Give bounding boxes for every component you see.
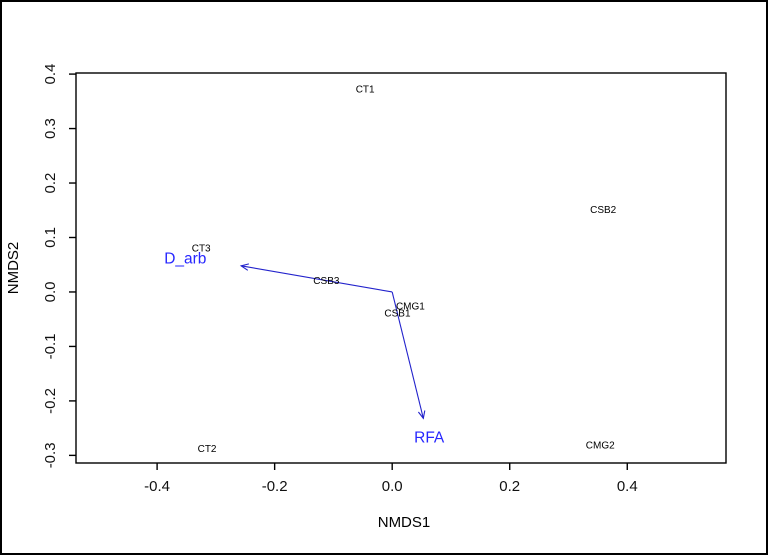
vector-arrow-RFA [391,291,424,419]
vector-arrowhead-RFA [417,410,426,420]
y-tick-label: 0.1 [42,227,59,248]
x-tick-label: -0.4 [144,478,170,495]
x-tick-label: 0.4 [617,478,638,495]
site-label-CSB2: CSB2 [590,205,617,216]
site-label-CMG2: CMG2 [586,441,615,452]
site-label-CSB1: CSB1 [384,309,411,320]
x-tick-label: -0.2 [262,478,288,495]
y-tick-label: 0.0 [42,282,59,303]
x-tick-label: 0.0 [382,478,403,495]
x-axis-title: NMDS1 [378,514,431,531]
vector-arrowhead-D_arb [239,263,250,271]
y-tick-label: 0.2 [42,173,59,194]
y-tick-label: -0.3 [42,442,59,468]
site-label-CMG1: CMG1 [396,302,425,313]
y-tick-label: 0.4 [42,64,59,85]
x-tick-label: 0.2 [499,478,520,495]
y-axis-title: NMDS2 [5,242,22,295]
site-label-CSB3: CSB3 [313,276,340,287]
vector-label-RFA: RFA [414,429,445,446]
vector-label-D_arb: D_arb [164,251,206,268]
y-tick-label: -0.2 [42,388,59,414]
plot-box [75,72,727,464]
site-label-CT1: CT1 [356,84,375,95]
y-tick-label: 0.3 [42,118,59,139]
site-label-CT2: CT2 [198,444,217,455]
vector-arrow-D_arb [241,265,393,293]
site-label-CT3: CT3 [192,243,211,254]
y-tick-label: -0.1 [42,334,59,360]
